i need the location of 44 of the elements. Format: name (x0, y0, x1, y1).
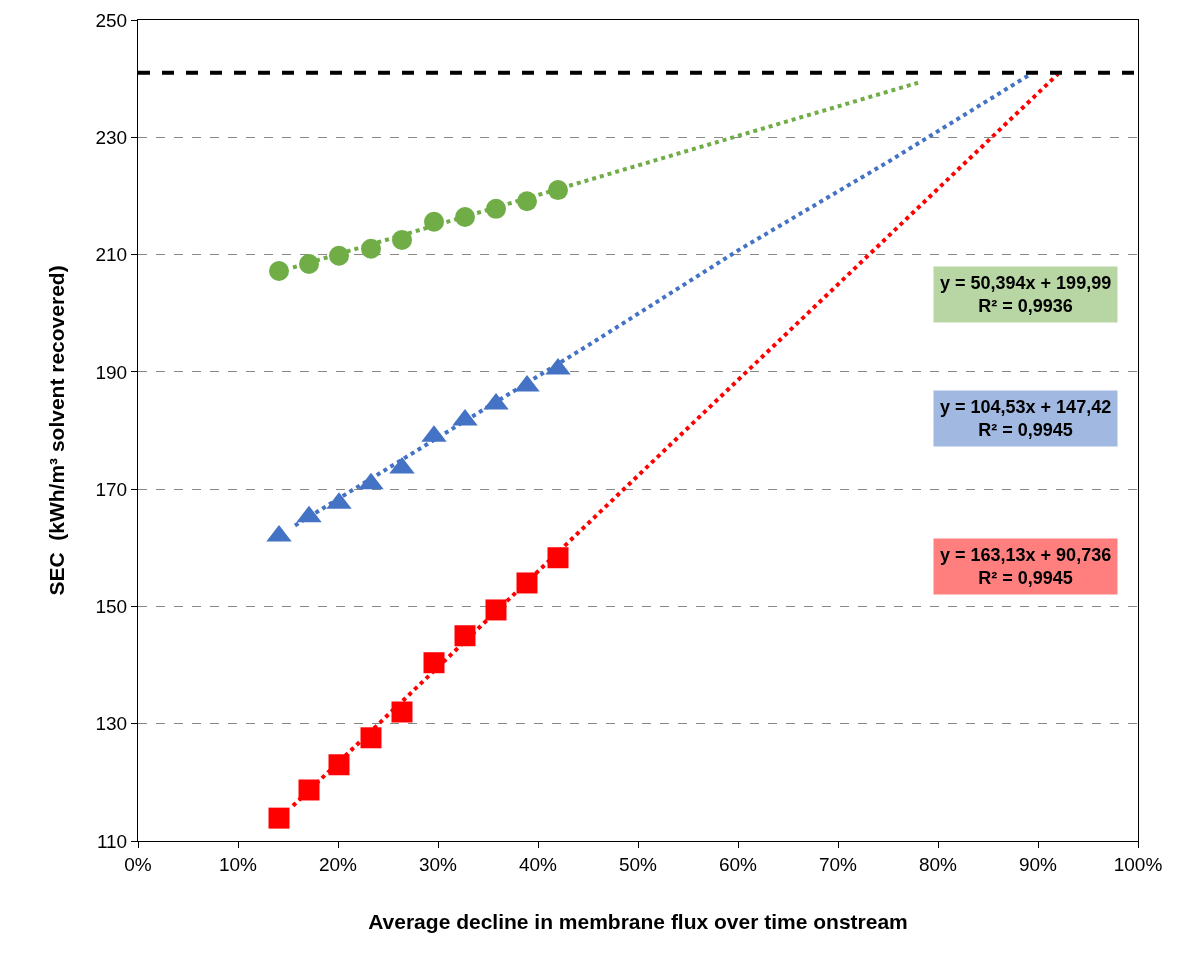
x-tick-label: 70% (818, 853, 858, 875)
point (391, 701, 413, 723)
point (268, 807, 290, 829)
point (360, 727, 382, 749)
point (516, 572, 538, 594)
point (424, 211, 444, 232)
x-tick-label: 100% (1113, 853, 1163, 875)
y-axis-title: SEC (kWh/m³ solvent recovered) (44, 265, 68, 596)
x-axis-title: Average decline in membrane flux over time onstream (368, 910, 908, 933)
point (547, 547, 569, 569)
annotation: y = 104,53x + 147,42 R² = 0,9945 (940, 397, 1112, 441)
point (517, 191, 537, 212)
point (329, 245, 349, 266)
point (423, 652, 445, 674)
y-tick-label: 170 (95, 478, 128, 500)
x-tick-label: 60% (718, 853, 758, 875)
point (298, 779, 320, 801)
point (328, 754, 350, 776)
y-tick-label: 250 (95, 9, 128, 31)
y-tick-label: 130 (95, 713, 128, 735)
point (361, 238, 381, 259)
y-tick-label: 210 (95, 244, 128, 266)
point (548, 180, 568, 201)
point (392, 229, 412, 250)
x-tick-label: 30% (418, 853, 458, 875)
y-tick-label: 190 (95, 361, 128, 383)
x-tick-label: 10% (218, 853, 258, 875)
annotation: y = 50,394x + 199,99 R² = 0,9936 (940, 273, 1112, 317)
y-tick-label: 110 (96, 830, 128, 852)
point (455, 207, 475, 228)
point (454, 625, 476, 647)
annotation: y = 163,13x + 90,736 R² = 0,9945 (940, 545, 1112, 589)
x-tick-label: 40% (518, 853, 558, 875)
x-tick-label: 50% (618, 853, 658, 875)
point (486, 198, 506, 219)
x-tick-label: 80% (918, 853, 958, 875)
x-tick-label: 20% (318, 853, 358, 875)
point (485, 599, 507, 621)
point (269, 260, 289, 281)
point (299, 253, 319, 274)
x-tick-label: 0% (124, 853, 152, 875)
y-tick-label: 230 (95, 126, 128, 148)
x-tick-label: 90% (1018, 853, 1058, 875)
y-tick-label: 150 (95, 596, 128, 618)
